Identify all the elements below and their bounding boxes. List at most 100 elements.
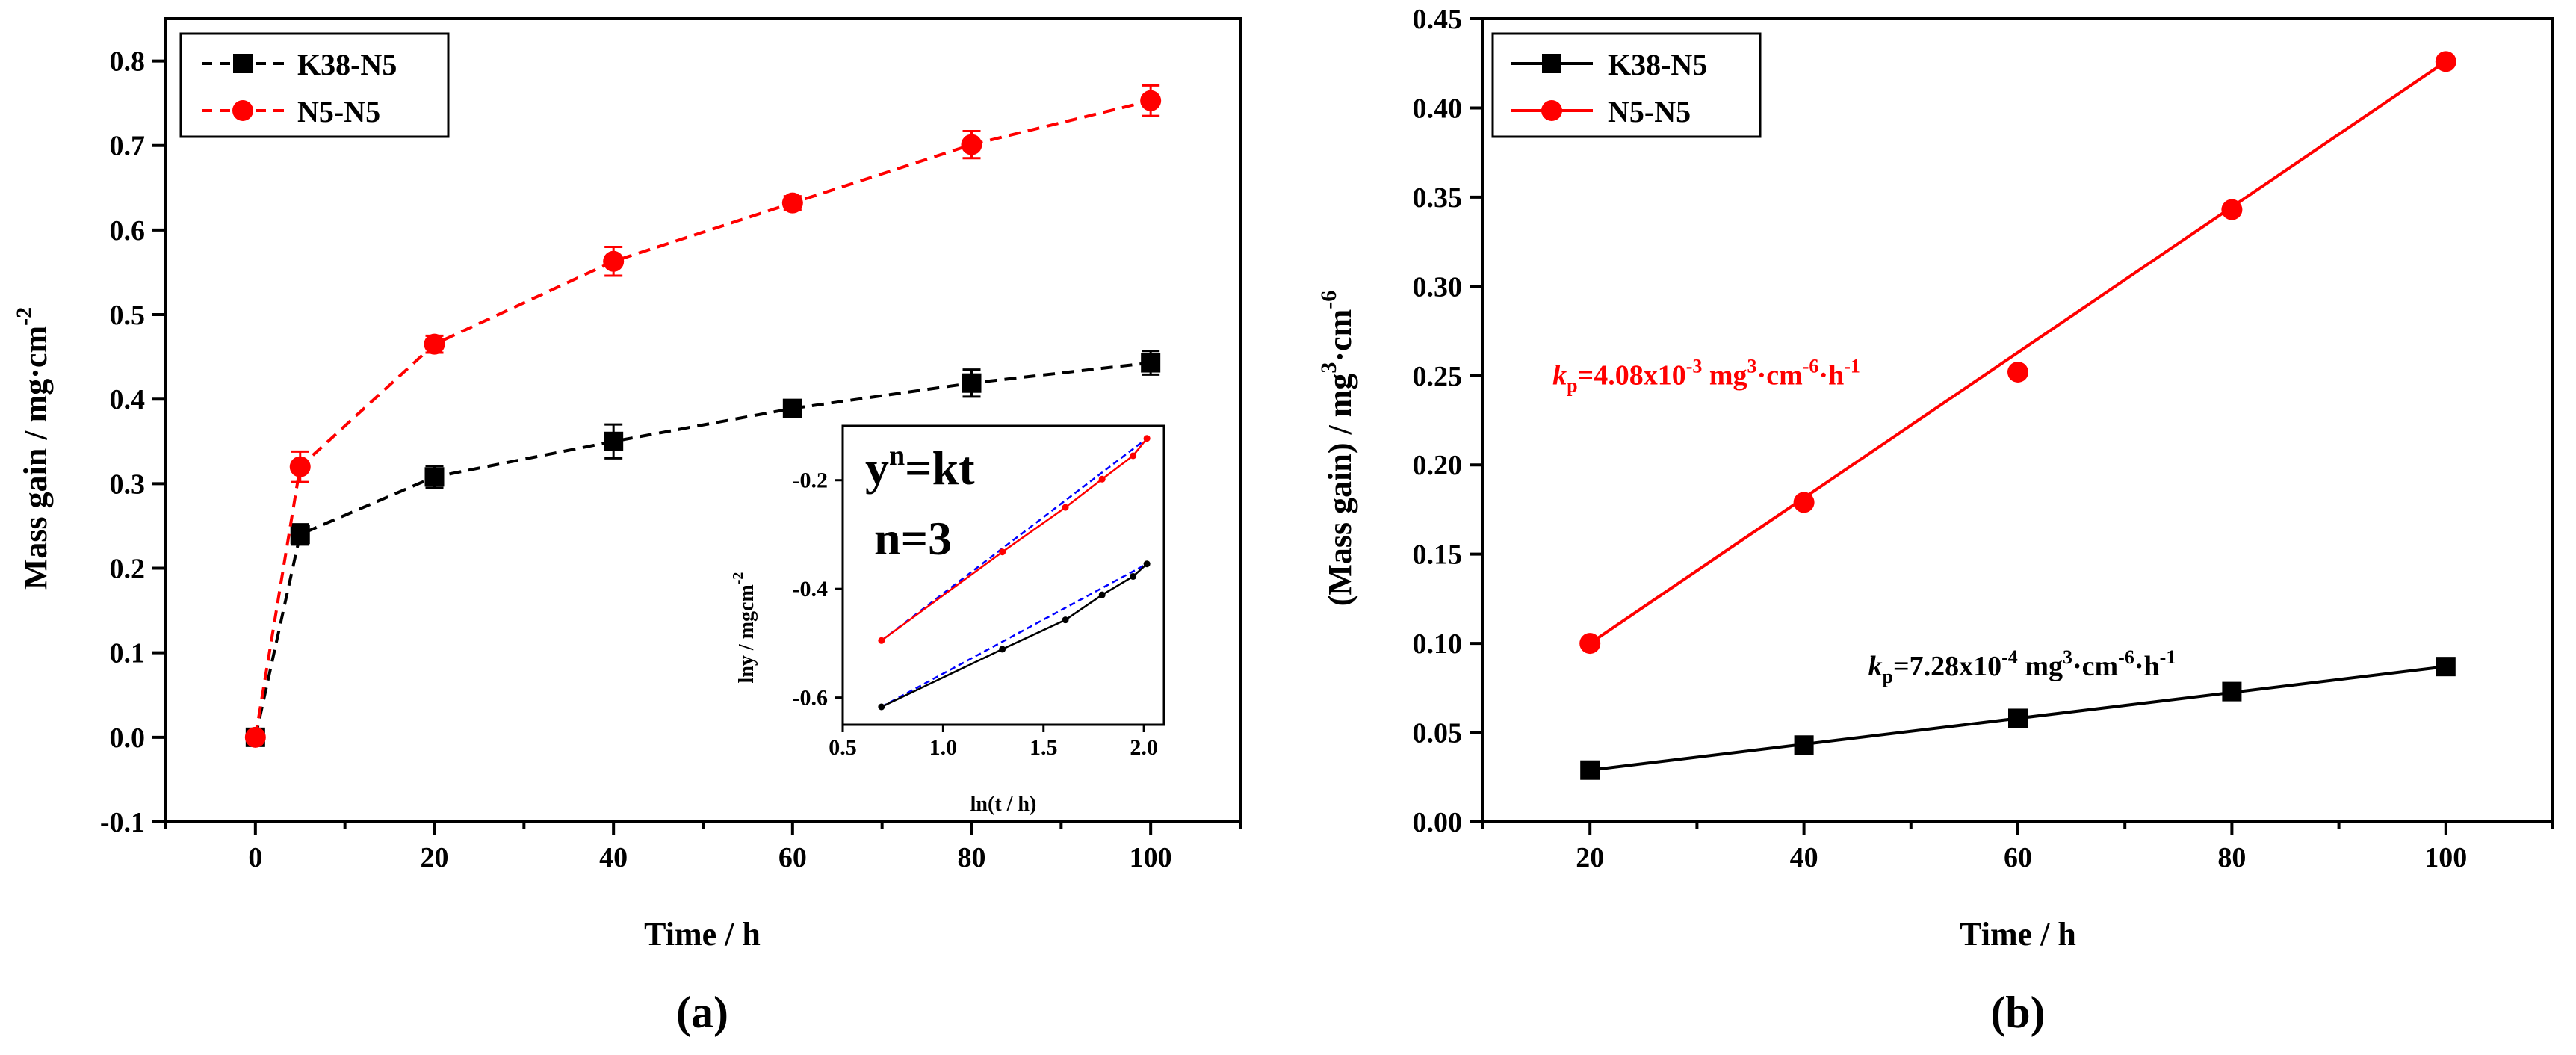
chart-a-inset-point-k38: [1143, 560, 1151, 568]
chart-a-inset-y-tick-label: -0.2: [793, 468, 829, 493]
chart-a-point-n5: [244, 726, 266, 748]
chart-b-plot-area: [1481, 17, 2554, 823]
chart-a-inset-point-k38: [999, 646, 1006, 653]
chart-b-point-n5: [2221, 199, 2243, 220]
chart-a-legend-label-n5: N5-N5: [297, 95, 380, 129]
chart-b-series: [1579, 51, 2456, 780]
chart-a-inset-fit-n5: [881, 437, 1148, 642]
chart-panel-b: 20 40 60 80 100 0.00 0.05 0.10 0.15 0.20 0.25 0.30 0…: [1316, 4, 2554, 1037]
chart-a-inset-point-n5: [1130, 452, 1137, 460]
chart-b-y-tick-label: 0.05: [1413, 718, 1463, 749]
chart-b-annotations: kp=4.08x10-3 mg3·cm-6·h-1 kp=7.28x10-4 mg…: [1552, 356, 2176, 687]
chart-a-point-k38: [424, 467, 445, 487]
chart-b-series-line-n5: [1589, 60, 2447, 645]
chart-a-inset-frame: 0.5 1.0 1.5 2.0 -0.6 -0.4 -0.2: [793, 424, 1165, 760]
chart-a-series: [244, 84, 1162, 748]
chart-b-legend-marker-n5: [1541, 100, 1562, 121]
chart-a-inset-n-label: n=3: [874, 512, 952, 565]
chart-a-inset-series: [878, 435, 1151, 711]
chart-a-point-n5: [781, 192, 803, 214]
chart-a-point-k38: [782, 398, 802, 418]
chart-a-y-tick-label: 0.1: [110, 638, 146, 669]
chart-b-y-tick-label: 0.00: [1413, 807, 1463, 838]
chart-a-x-axis-title: Time / h: [644, 916, 761, 953]
chart-b-rate-constant-n5: kp=4.08x10-3 mg3·cm-6·h-1: [1552, 356, 1860, 397]
chart-b-point-k38: [1794, 735, 1814, 755]
chart-a-inset-x-axis-title: ln(t / h): [970, 793, 1037, 816]
chart-a-inset-point-k38: [1098, 591, 1106, 598]
chart-a-x-tick-label: 60: [778, 842, 807, 873]
chart-a-y-tick-label: 0.8: [110, 46, 146, 78]
chart-a-y-tick-label: 0.7: [110, 131, 146, 162]
chart-a-inset-point-k38: [1062, 616, 1069, 624]
chart-b-y-tick-label: 0.35: [1413, 182, 1463, 214]
chart-a-inset-point-k38: [1130, 572, 1137, 580]
chart-a-inset-x-tick-label: 2.0: [1130, 735, 1158, 760]
chart-a-inset-frame: [841, 424, 1165, 726]
chart-b-y-tick-label: 0.45: [1413, 4, 1463, 35]
chart-a-inset-x-tick-label: 0.5: [829, 735, 857, 760]
chart-b-legend: K38-N5 N5-N5: [1491, 32, 1762, 138]
chart-a-legend-marker-n5: [232, 100, 253, 121]
chart-b-x-tick-label: 80: [2217, 842, 2246, 873]
chart-a-inset-y-tick-label: -0.6: [793, 686, 829, 711]
chart-a-point-n5: [424, 333, 445, 355]
chart-a-legend-marker-k38: [233, 54, 253, 73]
chart-b-y-tick-label: 0.15: [1413, 539, 1463, 571]
chart-a-y-tick-label: 0.6: [110, 215, 146, 247]
chart-a-point-n5: [1140, 90, 1162, 111]
chart-a-legend-label-k38: K38-N5: [297, 48, 397, 81]
chart-panel-a: 0 20 40 60 80 100 -0.1 0.0 0.1 0.2 0.3 0.4 0.5 0.6 0.7…: [12, 17, 1242, 1037]
chart-a-inset-point-n5: [1143, 435, 1151, 442]
chart-a-inset-line-n5: [881, 437, 1148, 642]
chart-b-point-n5: [1793, 492, 1815, 513]
chart-a-x-tick-label: 0: [248, 842, 262, 873]
chart-b-point-k38: [1580, 760, 1600, 780]
chart-b-y-axis-title: (Mass gain) / mg3·cm-6: [1316, 291, 1358, 607]
chart-a-inset: 0.5 1.0 1.5 2.0 -0.6 -0.4 -0.2 yn=kt n=3 ln(t …: [730, 424, 1165, 816]
chart-a-inset-equation: yn=kt: [865, 440, 975, 495]
chart-b-legend-label-k38: K38-N5: [1608, 48, 1707, 81]
chart-b-point-n5: [1579, 633, 1601, 655]
chart-a-inset-point-n5: [1098, 475, 1106, 483]
chart-b-x-tick-label: 40: [1790, 842, 1818, 873]
chart-b-y-tick-label: 0.40: [1413, 93, 1463, 124]
chart-b-point-k38: [2008, 708, 2028, 728]
chart-b-y-tick-label: 0.30: [1413, 271, 1463, 303]
chart-a-y-axis-title: Mass gain / mg·cm-2: [12, 307, 54, 590]
chart-b-frame: [1481, 17, 2554, 823]
chart-b-y-tick-label: 0.20: [1413, 450, 1463, 481]
chart-b-x-tick-label: 20: [1576, 842, 1604, 873]
chart-a-inset-point-n5: [999, 548, 1006, 556]
chart-b-point-n5: [2435, 51, 2456, 72]
chart-a-point-n5: [603, 250, 625, 272]
chart-b-legend-marker-k38: [1542, 54, 1561, 73]
chart-a-y-tick-label: -0.1: [100, 807, 145, 838]
chart-a-y-tick-label: 0.4: [110, 384, 146, 415]
chart-b-legend-box: [1491, 32, 1762, 138]
chart-b-point-k38: [2436, 657, 2456, 677]
chart-b-panel-label: (b): [1990, 988, 2045, 1037]
chart-a-ticks: 0 20 40 60 80 100 -0.1 0.0 0.1 0.2 0.3 0.4 0.5 0.6 0.7…: [100, 46, 1242, 873]
chart-a-point-n5: [289, 456, 311, 477]
chart-b-point-k38: [2222, 681, 2242, 702]
chart-a-y-tick-label: 0.3: [110, 468, 146, 500]
chart-a-panel-label: (a): [676, 988, 728, 1037]
chart-a-inset-y-tick-label: -0.4: [793, 577, 829, 601]
chart-b-y-tick-label: 0.25: [1413, 361, 1463, 392]
chart-a-x-tick-label: 80: [958, 842, 986, 873]
chart-a-y-tick-label: 0.2: [110, 554, 146, 585]
chart-a-inset-fit-k38: [881, 563, 1148, 708]
chart-b-legend-label-n5: N5-N5: [1608, 95, 1691, 129]
chart-a-legend: K38-N5 N5-N5: [179, 32, 450, 138]
chart-a-point-k38: [604, 431, 624, 451]
chart-b-x-axis-title: Time / h: [1960, 916, 2076, 953]
chart-a-x-tick-label: 20: [421, 842, 449, 873]
chart-a-y-tick-label: 0.5: [110, 300, 146, 331]
chart-a-legend-box: [179, 32, 450, 138]
chart-a-point-k38: [1141, 353, 1161, 373]
chart-a-inset-x-tick-label: 1.0: [929, 735, 958, 760]
chart-b-ticks: 20 40 60 80 100 0.00 0.05 0.10 0.15 0.20 0.25 0.30 0…: [1413, 4, 2554, 873]
chart-b-y-tick-label: 0.10: [1413, 628, 1463, 660]
